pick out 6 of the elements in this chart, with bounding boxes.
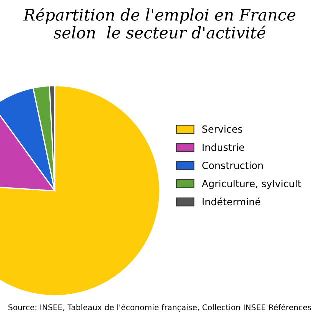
chart-title: Répartition de l'emploi en France selon le secteur d'activité [23, 8, 296, 39]
legend-label: Industrie [202, 144, 244, 152]
legend-label: Services [202, 125, 242, 134]
legend-label: Indéterminé [202, 198, 261, 206]
legend-label: Construction [202, 162, 264, 170]
legend-label: Agriculture, sylvicult [202, 180, 302, 190]
